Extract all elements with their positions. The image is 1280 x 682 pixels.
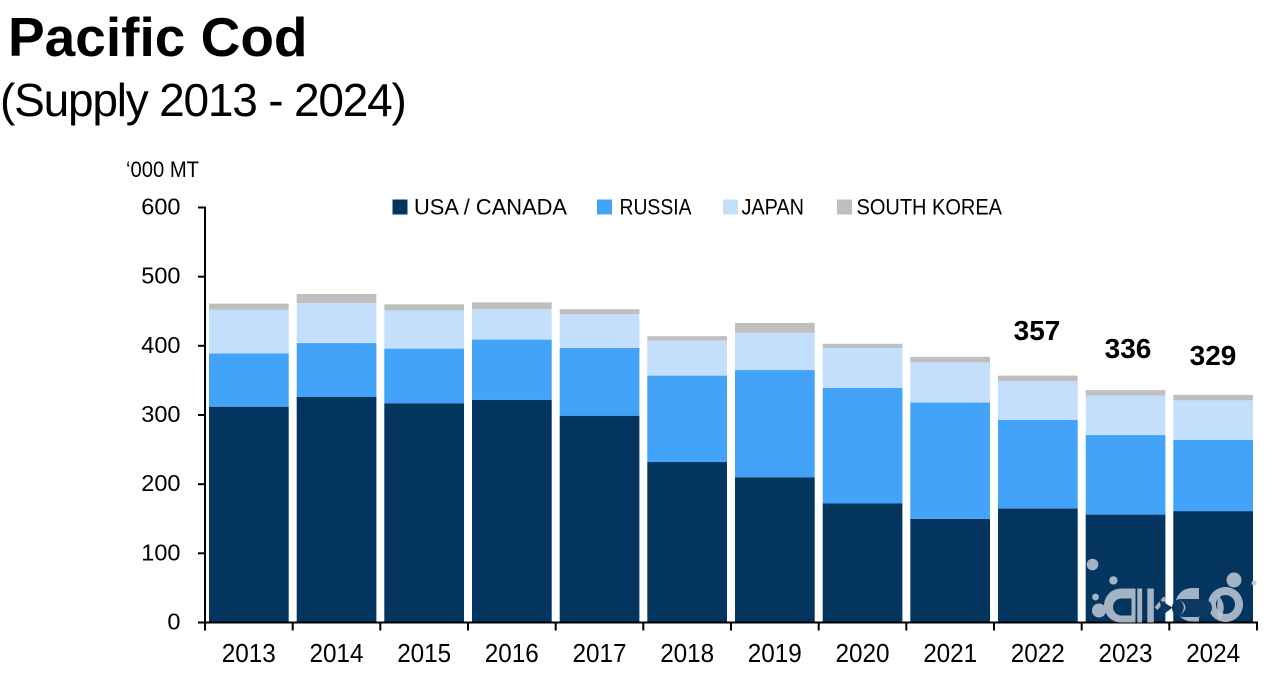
- svg-text:2014: 2014: [310, 638, 364, 668]
- svg-text:2020: 2020: [836, 638, 890, 668]
- svg-text:2019: 2019: [748, 638, 802, 668]
- svg-text:(Supply 2013 - 2024): (Supply 2013 - 2024): [0, 74, 406, 126]
- svg-text:336: 336: [1105, 333, 1152, 364]
- svg-text:400: 400: [141, 332, 180, 358]
- svg-text:100: 100: [141, 539, 180, 565]
- svg-text:357: 357: [1014, 315, 1061, 346]
- svg-text:300: 300: [141, 401, 180, 427]
- svg-text:329: 329: [1190, 340, 1237, 371]
- svg-text:2018: 2018: [660, 638, 714, 668]
- svg-text:SOUTH KOREA: SOUTH KOREA: [857, 195, 1003, 220]
- svg-text:0: 0: [167, 609, 180, 635]
- svg-text:2022: 2022: [1011, 638, 1065, 668]
- svg-text:600: 600: [141, 194, 180, 220]
- svg-text:Pacific Cod: Pacific Cod: [8, 6, 308, 68]
- svg-text:2021: 2021: [923, 638, 977, 668]
- svg-text:2023: 2023: [1099, 638, 1153, 668]
- svg-text:500: 500: [141, 263, 180, 289]
- svg-text:JAPAN: JAPAN: [742, 195, 805, 220]
- svg-text:‘000 MT: ‘000 MT: [126, 157, 199, 182]
- svg-text:200: 200: [141, 470, 180, 496]
- svg-text:2017: 2017: [573, 638, 627, 668]
- svg-text:2015: 2015: [397, 638, 451, 668]
- svg-text:2024: 2024: [1186, 638, 1240, 668]
- svg-text:RUSSIA: RUSSIA: [620, 195, 692, 220]
- svg-text:USA / CANADA: USA / CANADA: [414, 195, 567, 220]
- svg-text:2013: 2013: [222, 638, 276, 668]
- svg-text:2016: 2016: [485, 638, 539, 668]
